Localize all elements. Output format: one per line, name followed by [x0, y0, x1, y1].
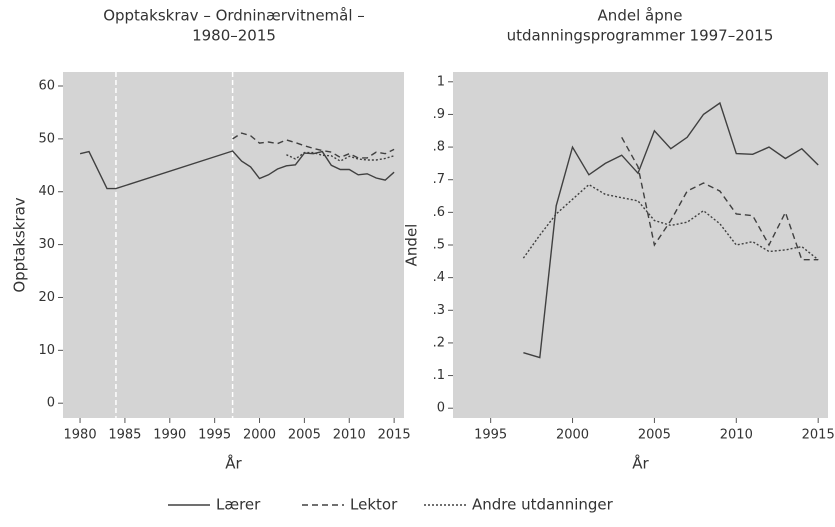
- y-tick-label: .8: [433, 140, 445, 155]
- x-tick-label: 2015: [802, 428, 835, 443]
- y-tick-label: 10: [38, 343, 55, 358]
- x-tick-label: 1990: [153, 428, 186, 443]
- y-tick-label: 50: [38, 131, 55, 146]
- x-tick-label: 1980: [64, 428, 97, 443]
- y-tick-label: .3: [433, 303, 445, 318]
- x-tick-label: 2015: [378, 428, 411, 443]
- y-tick-label: 30: [38, 237, 55, 252]
- legend-label: Lærer: [216, 496, 261, 514]
- line-series: [621, 136, 819, 261]
- x-tick-label: 1995: [198, 428, 231, 443]
- legend-label: Andre utdanninger: [472, 496, 614, 514]
- plot-area: [63, 72, 404, 418]
- line-series: [232, 132, 395, 159]
- plot-area: [453, 72, 828, 418]
- x-tick-label: 2005: [638, 428, 671, 443]
- x-axis-label: År: [225, 454, 242, 473]
- y-tick-label: .7: [433, 172, 445, 187]
- chart-title: Andel åpne: [598, 7, 683, 25]
- line-series: [286, 151, 395, 162]
- y-axis-label: Andel: [403, 224, 421, 267]
- x-tick-label: 2000: [556, 428, 589, 443]
- line-series: [523, 101, 819, 359]
- line-series: [79, 150, 395, 190]
- y-tick-label: .5: [433, 238, 445, 253]
- y-tick-label: .4: [433, 270, 445, 285]
- y-tick-label: 40: [38, 184, 55, 199]
- x-tick-label: 2000: [243, 428, 276, 443]
- y-tick-label: 0: [437, 401, 445, 416]
- y-tick-label: .6: [433, 205, 445, 220]
- x-tick-label: 1995: [474, 428, 507, 443]
- line-series: [522, 183, 819, 261]
- x-tick-label: 2005: [288, 428, 321, 443]
- y-tick-label: 20: [38, 290, 55, 305]
- chart-title: 1980–2015: [192, 27, 276, 45]
- chart-title: utdanningsprogrammer 1997–2015: [507, 27, 774, 45]
- y-tick-label: .9: [433, 107, 445, 122]
- x-axis-label: År: [632, 454, 649, 473]
- y-tick-label: 60: [38, 79, 55, 94]
- y-tick-label: .1: [433, 368, 445, 383]
- y-axis-label: Opptakskrav: [11, 197, 29, 292]
- x-tick-label: 1985: [108, 428, 141, 443]
- legend-label: Lektor: [350, 496, 398, 514]
- y-tick-label: .2: [433, 335, 445, 350]
- y-tick-label: 1: [437, 74, 445, 89]
- y-tick-label: 0: [47, 396, 55, 411]
- chart-title: Opptakskrav – Ordninærvitnemål –: [103, 7, 365, 25]
- x-tick-label: 2010: [333, 428, 366, 443]
- x-tick-label: 2010: [720, 428, 753, 443]
